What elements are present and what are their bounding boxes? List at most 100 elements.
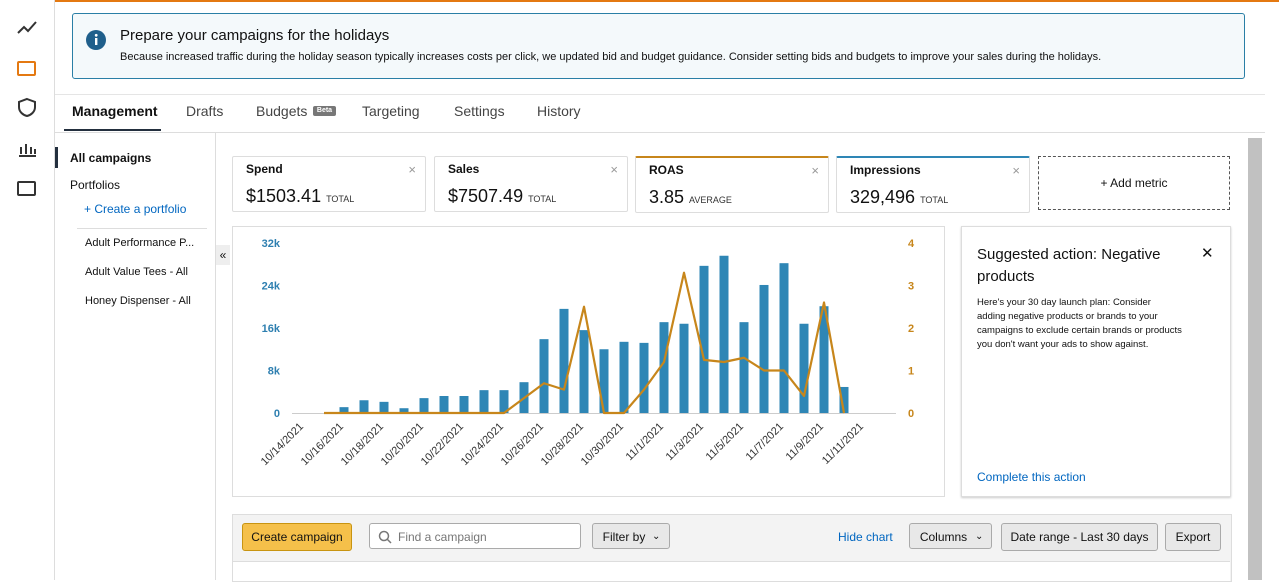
y2-tick-label: 0: [908, 408, 914, 420]
tab[interactable]: History: [537, 103, 581, 119]
suggestion-panel: [961, 226, 1231, 497]
x-tick-label: 11/9/2021: [784, 421, 827, 464]
tab[interactable]: Budgets: [256, 103, 308, 119]
tab-underline: [64, 129, 161, 131]
portfolio-item[interactable]: Honey Dispenser - All: [85, 295, 191, 307]
link[interactable]: Hide chart: [838, 530, 893, 544]
bar: [559, 308, 569, 413]
portfolio-item[interactable]: Adult Performance P...: [85, 237, 195, 249]
columns-button[interactable]: Columns: [909, 523, 992, 549]
bar: [459, 396, 469, 413]
metric-value: 3.85 AVERAGE: [649, 187, 732, 208]
metric-label: Spend: [246, 162, 283, 176]
metric-card[interactable]: Impressions 329,496 TOTAL ×: [836, 156, 1030, 213]
bar: [599, 349, 609, 413]
x-tick-label: 11/11/2021: [820, 421, 866, 467]
bar: [659, 322, 669, 413]
bar: [759, 284, 769, 413]
y2-tick-label: 3: [908, 281, 914, 293]
link[interactable]: + Create a portfolio: [84, 202, 187, 216]
tab[interactable]: Targeting: [362, 103, 420, 119]
caret: ⌄: [652, 531, 661, 542]
bar: [699, 265, 709, 413]
bar: [619, 341, 629, 413]
bar: [399, 408, 409, 413]
bar: [579, 330, 589, 413]
y-tick-label: 0: [274, 408, 280, 420]
line: [324, 271, 846, 415]
export-button[interactable]: Export: [1165, 523, 1221, 551]
suggestion-title: Suggested action: Negative products: [977, 246, 1161, 285]
search-icon: [378, 530, 392, 544]
bar: [339, 407, 349, 413]
bar: [479, 390, 489, 413]
remove-metric[interactable]: ×: [610, 162, 618, 177]
beta-badge: Beta: [313, 106, 336, 116]
icon-sidebar: [17, 0, 55, 580]
bar: [679, 323, 689, 413]
filter-button[interactable]: Filter by: [592, 523, 670, 549]
metric-value-text: $7507.49: [448, 186, 524, 206]
metric-value: 329,496 TOTAL: [850, 187, 948, 208]
remove-metric[interactable]: ×: [811, 163, 819, 178]
metric-card[interactable]: ROAS 3.85 AVERAGE ×: [635, 156, 829, 213]
remove-metric[interactable]: ×: [408, 162, 416, 177]
create-button[interactable]: Create campaign: [242, 523, 352, 551]
divider: [55, 132, 1265, 133]
metric-value-text: 329,496: [850, 187, 916, 207]
chart-panel: [232, 226, 945, 497]
bar: [539, 339, 549, 413]
bar: [439, 396, 449, 413]
icon[interactable]: [19, 144, 36, 157]
portfolio-item[interactable]: Adult Value Tees - All: [85, 266, 188, 278]
divider: [55, 94, 1265, 95]
metric-label: Impressions: [850, 163, 921, 177]
metric-value-text: 3.85: [649, 187, 685, 207]
bar: [839, 386, 849, 413]
nav-indicator: [55, 147, 58, 168]
tab[interactable]: Drafts: [186, 103, 224, 119]
tab[interactable]: Settings: [454, 103, 505, 119]
icon[interactable]: [17, 181, 36, 196]
divider: [77, 228, 207, 229]
icon[interactable]: [18, 97, 36, 118]
metric-value-text: $1503.41: [246, 186, 322, 206]
y-tick-label: 16k: [262, 323, 281, 335]
collapse-button[interactable]: «: [216, 245, 230, 265]
date-range-button[interactable]: Date range - Last 30 days: [1001, 523, 1158, 551]
nav-item[interactable]: All campaigns: [70, 151, 152, 165]
add-metric[interactable]: + Add metric: [1038, 156, 1230, 210]
bar: [639, 342, 649, 413]
metric-value: $7507.49 TOTAL: [448, 186, 556, 207]
x-tick-label: 11/5/2021: [704, 421, 747, 464]
metric-label: ROAS: [649, 163, 684, 177]
close-button[interactable]: ✕: [1201, 245, 1214, 262]
metric-value: $1503.41 TOTAL: [246, 186, 354, 207]
icon[interactable]: [17, 21, 37, 34]
top-accent: [55, 0, 1279, 2]
bar: [359, 400, 369, 413]
metric-card[interactable]: Sales $7507.49 TOTAL ×: [434, 156, 628, 212]
metric-note: TOTAL: [528, 194, 557, 204]
y2-tick-label: 4: [908, 238, 915, 250]
bar: [419, 398, 429, 413]
banner-title: Prepare your campaigns for the holidays: [120, 27, 390, 44]
y-tick-label: 24k: [262, 281, 281, 293]
metric-card[interactable]: Spend $1503.41 TOTAL ×: [232, 156, 426, 212]
icon[interactable]: [17, 61, 36, 76]
search-input[interactable]: Find a campaign: [369, 523, 581, 549]
scrollbar[interactable]: [1248, 138, 1262, 580]
table-header: [233, 561, 1230, 581]
y2-tick-label: 1: [908, 366, 914, 378]
nav-item[interactable]: Portfolios: [70, 178, 121, 192]
remove-metric[interactable]: ×: [1012, 163, 1020, 178]
y2-tick-label: 2: [908, 323, 914, 335]
bar: [379, 401, 389, 413]
tab[interactable]: Management: [72, 103, 158, 119]
info-icon: [86, 30, 106, 50]
link[interactable]: Complete this action: [977, 470, 1086, 484]
banner-text: Because increased traffic during the hol…: [120, 51, 1102, 63]
chart: 08k16k24k32k0123410/14/202110/16/202110/…: [259, 238, 915, 468]
metric-note: TOTAL: [920, 195, 949, 205]
